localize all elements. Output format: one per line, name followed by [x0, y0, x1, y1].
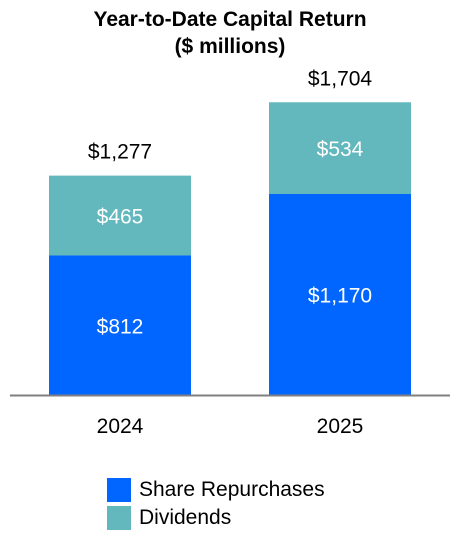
x-tick-label-2024: 2024: [97, 415, 144, 438]
data-label-dividends-2025: $534: [317, 138, 364, 161]
bar-share-repurchases-2025: [269, 194, 411, 395]
data-label-share-repurchases-2024: $812: [97, 315, 144, 338]
chart-title: Year-to-Date Capital Return: [93, 8, 367, 31]
legend-swatch-share-repurchases: [107, 478, 131, 502]
bar-dividends-2024: [49, 175, 191, 256]
legend-label-share-repurchases: Share Repurchases: [139, 478, 325, 501]
legend: Share Repurchases Dividends: [107, 476, 325, 532]
data-label-dividends-2024: $465: [97, 206, 144, 229]
chart-subtitle: ($ millions): [174, 35, 286, 58]
total-label-2025: $1,704: [308, 67, 373, 90]
legend-label-dividends: Dividends: [139, 506, 232, 529]
bar-dividends-2025: [269, 102, 411, 194]
legend-swatch-dividends: [107, 506, 131, 530]
legend-item-share-repurchases: Share Repurchases: [107, 476, 325, 504]
data-label-share-repurchases-2025: $1,170: [308, 285, 372, 308]
x-tick-label-2025: 2025: [317, 415, 364, 438]
legend-item-dividends: Dividends: [107, 504, 325, 532]
total-label-2024: $1,277: [88, 141, 152, 164]
bar-share-repurchases-2024: [49, 255, 191, 395]
